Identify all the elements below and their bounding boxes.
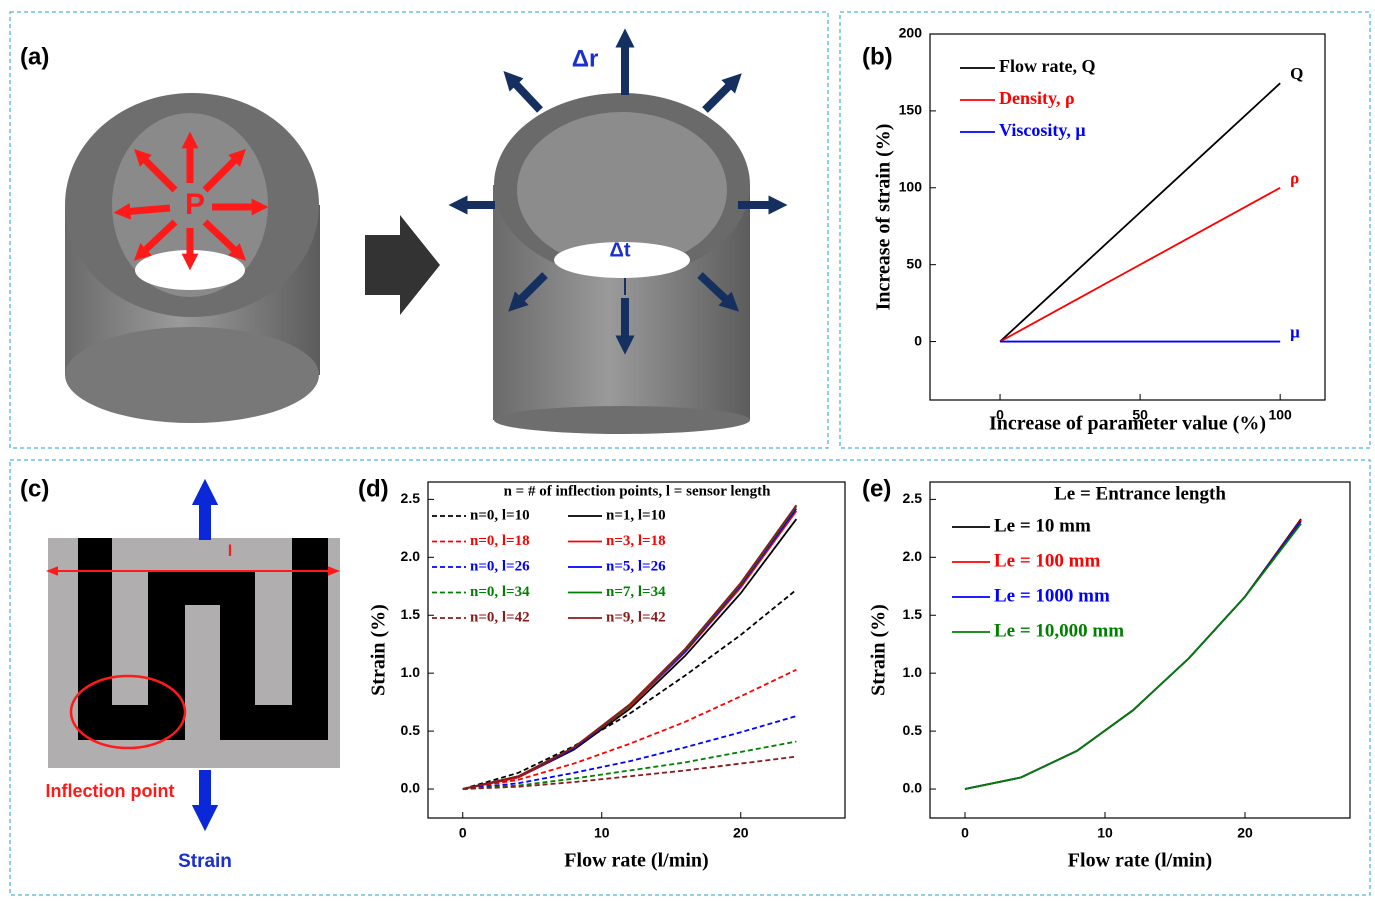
legend-label: Le = 1000 mm — [994, 585, 1110, 606]
y-tick-label: 0.5 — [401, 722, 421, 738]
y-tick-label: 100 — [899, 178, 923, 194]
y-tick-label: 200 — [899, 25, 923, 41]
y-tick-label: 1.5 — [401, 606, 421, 622]
legend-label: n=7, l=34 — [606, 584, 666, 600]
legend-title: Le = Entrance length — [1054, 483, 1226, 504]
y-tick-label: 2.0 — [401, 548, 421, 564]
y-tick-label: 1.5 — [903, 606, 923, 622]
series-line — [462, 740, 797, 790]
y-tick-label: 50 — [906, 255, 922, 271]
y-tick-label: 2.5 — [903, 490, 923, 506]
legend-label: Le = 10 mm — [994, 515, 1091, 536]
x-tick-label: 20 — [733, 825, 749, 841]
y-tick-label: 2.0 — [903, 548, 923, 564]
y-tick-label: 1.0 — [903, 664, 923, 680]
inflection-label: Inflection point — [46, 781, 175, 801]
panel-frame — [9, 11, 829, 449]
plot-frame — [427, 481, 846, 819]
panel-label: (b) — [862, 43, 893, 70]
length-label: l — [228, 543, 232, 560]
x-tick-label: 10 — [594, 825, 610, 841]
series-line — [462, 508, 798, 790]
legend-label: Le = 10,000 mm — [994, 620, 1124, 641]
x-tick-label: 0 — [996, 407, 1004, 423]
diagram-c: (c) l Inflection point Strain — [20, 475, 340, 872]
panel-label: (c) — [20, 475, 49, 502]
legend-label: Flow rate, Q — [999, 56, 1095, 76]
y-axis-label: Increase of strain (%) — [873, 124, 895, 311]
plot-frame — [929, 481, 1351, 819]
series-line — [964, 523, 1302, 790]
series-line — [462, 668, 797, 790]
radial-change-label: Δr — [572, 45, 599, 72]
y-tick-label: 1.0 — [401, 664, 421, 680]
x-tick-label: 10 — [1097, 825, 1113, 841]
panel-label: (e) — [862, 475, 891, 502]
series-line — [462, 715, 797, 790]
legend-label: n=9, l=42 — [606, 609, 666, 625]
x-tick-label: 100 — [1268, 407, 1292, 423]
x-tick-label: 50 — [1132, 407, 1148, 423]
series-end-label: ρ — [1290, 169, 1299, 188]
x-tick-label: 20 — [1237, 825, 1253, 841]
y-tick-label: 2.5 — [401, 490, 421, 506]
series-end-label: Q — [1290, 64, 1303, 83]
legend-label: n=0, l=42 — [470, 609, 530, 625]
y-tick-label: 150 — [899, 102, 923, 118]
legend-title: n = # of inflection points, l = sensor l… — [504, 483, 772, 499]
x-axis-label: Flow rate (l/min) — [564, 850, 708, 872]
panel-label: (d) — [358, 475, 389, 502]
legend-label: n=3, l=18 — [606, 533, 666, 549]
strain-label: Strain — [178, 851, 232, 872]
series-line — [462, 504, 798, 790]
panel-frame — [9, 459, 1371, 896]
panel-label: (a) — [20, 43, 49, 70]
legend-label: n=5, l=26 — [606, 558, 666, 574]
series-end-label: μ — [1290, 322, 1300, 341]
legend-label: Viscosity, μ — [999, 120, 1086, 140]
legend-label: n=0, l=34 — [470, 584, 530, 600]
x-axis-label: Increase of parameter value (%) — [989, 413, 1266, 435]
y-axis-label: Strain (%) — [868, 604, 890, 696]
legend-label: n=1, l=10 — [606, 507, 666, 523]
legend-label: n=0, l=10 — [470, 507, 530, 523]
y-tick-label: 0.0 — [401, 780, 421, 796]
x-axis-label: Flow rate (l/min) — [1068, 850, 1212, 872]
series-line — [999, 82, 1281, 343]
legend-label: Le = 100 mm — [994, 550, 1101, 571]
pressure-label: P — [185, 188, 205, 221]
thickness-change-label: Δt — [609, 239, 630, 261]
series-line — [462, 589, 797, 790]
diagram-a: (a) P Δr Δt — [20, 28, 788, 434]
series-line — [999, 186, 1281, 343]
y-axis-label: Strain (%) — [368, 604, 390, 696]
plot-frame — [929, 33, 1326, 401]
y-tick-label: 0 — [914, 332, 922, 348]
legend-label: n=0, l=26 — [470, 558, 530, 574]
x-tick-label: 0 — [459, 825, 467, 841]
legend-label: n=0, l=18 — [470, 533, 530, 549]
y-tick-label: 0.0 — [903, 780, 923, 796]
series-line — [462, 510, 798, 790]
y-tick-label: 0.5 — [903, 722, 923, 738]
x-tick-label: 0 — [961, 825, 969, 841]
legend-label: Density, ρ — [999, 88, 1075, 108]
